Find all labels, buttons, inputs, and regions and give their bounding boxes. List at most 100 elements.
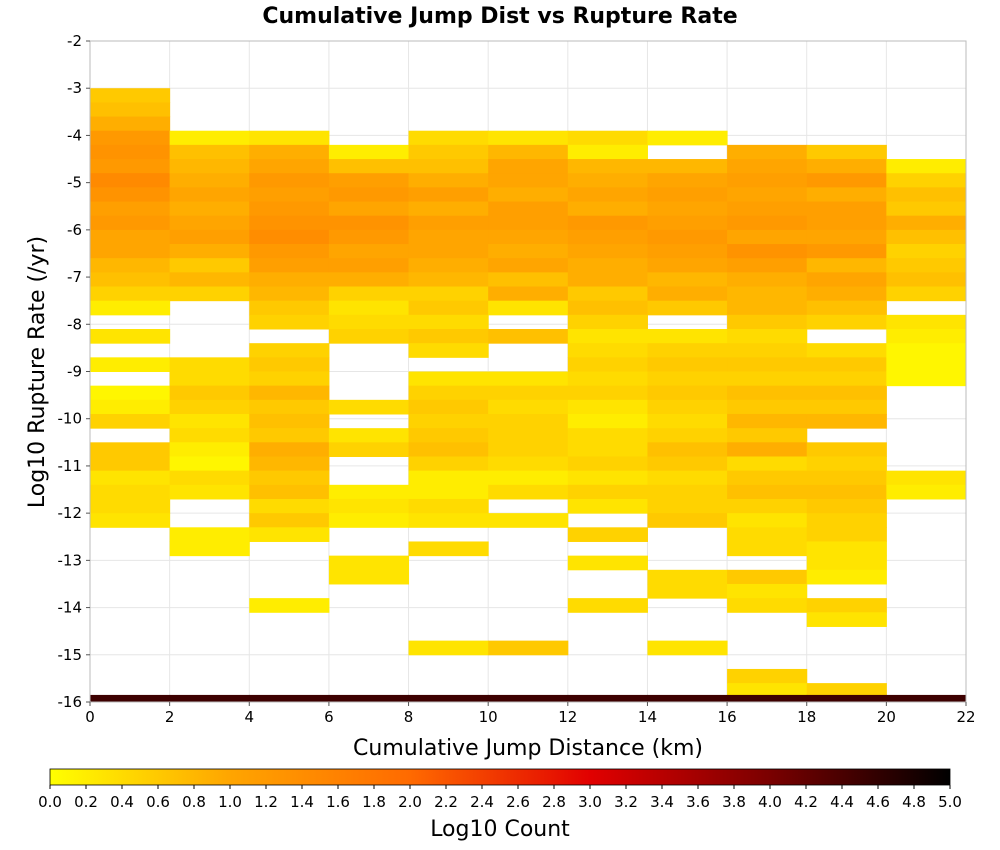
heatmap-cell: [806, 470, 887, 486]
heatmap-cell: [249, 343, 330, 358]
heatmap-cell: [567, 159, 648, 174]
heatmap-cell: [488, 399, 569, 415]
x-tick-label: 16: [718, 708, 737, 726]
y-tick-label: -4: [67, 126, 82, 144]
heatmap-cell: [727, 428, 808, 443]
heatmap-cell: [90, 513, 171, 528]
heatmap-cell: [806, 343, 887, 358]
heatmap-cell: [408, 399, 489, 415]
y-tick-label: -5: [67, 174, 82, 192]
colorbar-tick-label: 0.8: [182, 793, 206, 811]
heatmap-cell: [886, 187, 967, 203]
heatmap-cell: [727, 442, 808, 457]
heatmap-cell: [90, 399, 171, 415]
heatmap-cell: [886, 484, 967, 500]
heatmap-cell: [727, 527, 808, 542]
heatmap-cell: [249, 484, 330, 500]
heatmap-cell: [249, 244, 330, 259]
heatmap-cell: [647, 484, 728, 500]
heatmap-cell: [567, 244, 648, 259]
heatmap-cell: [647, 159, 728, 174]
heatmap-cell: [408, 456, 489, 472]
heatmap-cell: [647, 640, 728, 656]
heatmap-cell: [408, 187, 489, 203]
y-axis-label: Log10 Rupture Rate (/yr): [25, 236, 50, 508]
heatmap-cell: [806, 442, 887, 457]
heatmap-cell: [727, 513, 808, 528]
heatmap-cell: [806, 569, 887, 585]
heatmap-cell: [169, 144, 250, 160]
heatmap-cell: [647, 513, 728, 528]
heatmap-cell: [727, 343, 808, 358]
heatmap-cell: [249, 442, 330, 457]
heatmap-cell: [806, 498, 887, 514]
heatmap-cell: [886, 286, 967, 302]
heatmap-cell: [169, 399, 250, 415]
heatmap-cell: [90, 272, 171, 288]
heatmap-cell: [567, 272, 648, 288]
heatmap-cell: [567, 385, 648, 401]
colorbar-tick-label: 1.8: [362, 793, 386, 811]
heatmap-cell: [647, 130, 728, 146]
heatmap-cell: [886, 229, 967, 245]
x-tick-label: 0: [85, 708, 95, 726]
y-tick-label: -11: [58, 457, 83, 475]
heatmap-cell: [90, 215, 171, 231]
heatmap-cell: [886, 201, 967, 217]
x-tick-label: 6: [324, 708, 334, 726]
heatmap-cell: [328, 498, 410, 514]
heatmap-cell: [727, 300, 808, 316]
heatmap-cell: [727, 357, 808, 372]
heatmap-cell: [567, 357, 648, 372]
heatmap-cell: [328, 694, 410, 702]
heatmap-cell: [567, 456, 648, 472]
heatmap-cell: [488, 640, 569, 656]
heatmap-cell: [169, 385, 250, 401]
heatmap-cell: [328, 484, 410, 500]
heatmap-cell: [488, 385, 569, 401]
colorbar-tick-label: 4.4: [830, 793, 854, 811]
heatmap-cell: [727, 244, 808, 259]
heatmap-cell: [727, 385, 808, 401]
heatmap-cell: [488, 130, 569, 146]
heatmap-cell: [727, 314, 808, 330]
heatmap-cell: [90, 300, 171, 316]
heatmap-cell: [806, 357, 887, 372]
x-tick-label: 18: [797, 708, 816, 726]
heatmap-cell: [328, 201, 410, 217]
heatmap-cell: [488, 442, 569, 457]
heatmap-cell: [727, 144, 808, 160]
heatmap-cell: [408, 484, 489, 500]
heatmap-cell: [567, 498, 648, 514]
heatmap-cell: [408, 286, 489, 302]
heatmap-cell: [169, 258, 250, 273]
heatmap-cell: [567, 442, 648, 457]
heatmap-cell: [567, 144, 648, 160]
heatmap-cell: [806, 286, 887, 302]
heatmap-cell: [488, 258, 569, 273]
heatmap-cell: [169, 413, 250, 429]
heatmap-cell: [328, 329, 410, 344]
colorbar-tick-label: 0.0: [38, 793, 62, 811]
heatmap-cell: [886, 357, 967, 372]
heatmap-cell: [249, 598, 330, 613]
heatmap-cell: [647, 442, 728, 457]
heatmap-cell: [408, 371, 489, 387]
heatmap-cell: [90, 385, 171, 401]
heatmap-cell: [727, 201, 808, 217]
heatmap-cell: [567, 258, 648, 273]
heatmap-cell: [567, 173, 648, 188]
y-tick-label: -9: [67, 363, 82, 381]
heatmap-cell: [647, 229, 728, 245]
heatmap-cell: [408, 413, 489, 429]
heatmap-cell: [408, 470, 489, 486]
heatmap-cell: [488, 272, 569, 288]
heatmap-cell: [328, 300, 410, 316]
heatmap-cell: [328, 144, 410, 160]
heatmap-cell: [488, 201, 569, 217]
heatmap-cell: [328, 258, 410, 273]
y-tick-label: -16: [58, 693, 83, 711]
heatmap-cell: [169, 456, 250, 472]
heatmap-cell: [806, 159, 887, 174]
heatmap-cell: [886, 244, 967, 259]
